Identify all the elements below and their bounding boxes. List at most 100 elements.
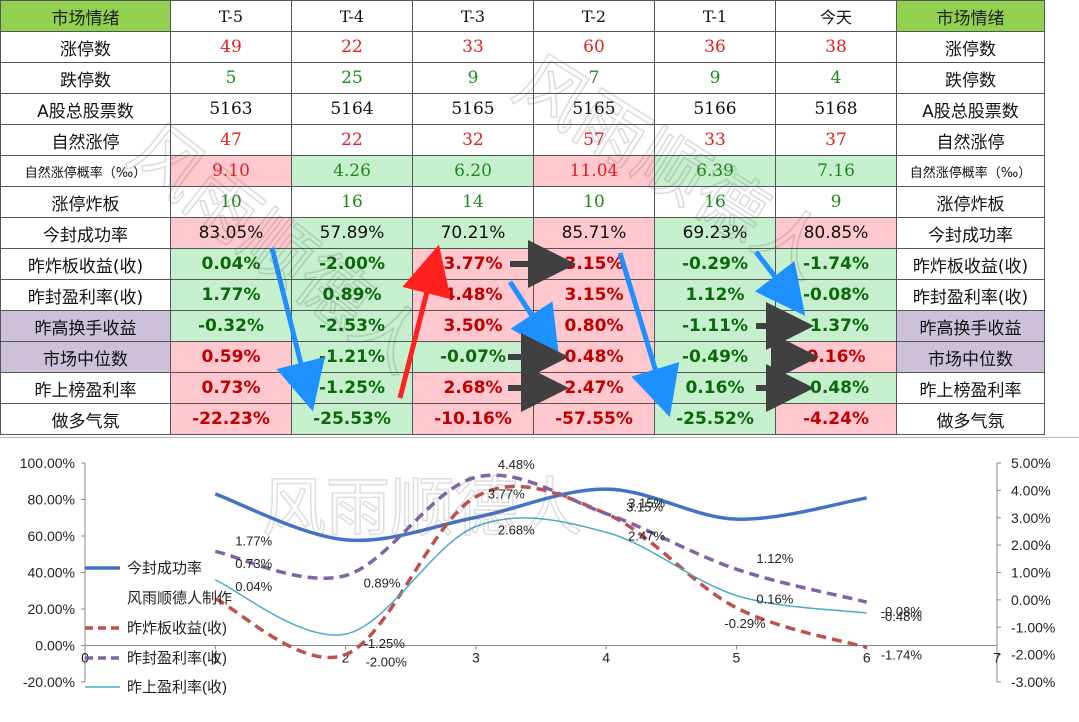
table-cell[interactable]: 4.26 — [291, 155, 413, 187]
table-cell[interactable]: 自然涨停 — [896, 124, 1045, 156]
table-cell[interactable]: 昨上榜盈利率 — [896, 372, 1045, 404]
table-cell[interactable]: -2.53% — [291, 310, 413, 342]
table-cell[interactable]: 0.48% — [533, 341, 655, 373]
table-cell[interactable]: -1.74% — [775, 248, 897, 280]
table-cell[interactable]: 0.80% — [533, 310, 655, 342]
table-cell[interactable]: -10.16% — [412, 403, 534, 435]
header-cell[interactable]: T-4 — [291, 0, 413, 32]
table-cell[interactable]: 0.16% — [654, 372, 776, 404]
table-cell[interactable]: -0.49% — [654, 341, 776, 373]
table-cell[interactable]: 涨停数 — [0, 31, 171, 63]
table-cell[interactable]: 9 — [654, 62, 776, 94]
table-cell[interactable]: -0.32% — [170, 310, 292, 342]
table-cell[interactable]: 10 — [170, 186, 292, 218]
table-cell[interactable]: 5166 — [654, 93, 776, 125]
table-cell[interactable]: 16 — [654, 186, 776, 218]
header-cell[interactable]: T-5 — [170, 0, 292, 32]
table-cell[interactable]: -0.07% — [412, 341, 534, 373]
table-cell[interactable]: -0.48% — [775, 372, 897, 404]
table-cell[interactable]: 14 — [412, 186, 534, 218]
table-cell[interactable]: 9 — [412, 62, 534, 94]
table-cell[interactable]: 跌停数 — [896, 62, 1045, 94]
table-cell[interactable]: 市场中位数 — [896, 341, 1045, 373]
table-cell[interactable]: -22.23% — [170, 403, 292, 435]
table-cell[interactable]: 10 — [533, 186, 655, 218]
table-cell[interactable]: A股总股票数 — [896, 93, 1045, 125]
table-cell[interactable]: 3.15% — [533, 279, 655, 311]
table-cell[interactable]: 37 — [775, 124, 897, 156]
table-cell[interactable]: 4 — [775, 62, 897, 94]
table-cell[interactable]: 3.77% — [412, 248, 534, 280]
table-cell[interactable]: A股总股票数 — [0, 93, 171, 125]
table-cell[interactable]: 昨炸板收益(收) — [896, 248, 1045, 280]
table-cell[interactable]: 1.12% — [654, 279, 776, 311]
table-cell[interactable]: 0.73% — [170, 372, 292, 404]
table-cell[interactable]: 80.85% — [775, 217, 897, 249]
table-cell[interactable]: 5168 — [775, 93, 897, 125]
table-cell[interactable]: 5164 — [291, 93, 413, 125]
table-cell[interactable]: -1.21% — [291, 341, 413, 373]
table-cell[interactable]: 昨高换手收益 — [0, 310, 171, 342]
header-cell[interactable]: 今天 — [775, 0, 897, 32]
table-cell[interactable]: -57.55% — [533, 403, 655, 435]
table-cell[interactable]: 33 — [654, 124, 776, 156]
table-cell[interactable]: -1.25% — [291, 372, 413, 404]
table-cell[interactable]: 0.89% — [291, 279, 413, 311]
table-cell[interactable]: 11.04 — [533, 155, 655, 187]
table-cell[interactable]: -0.29% — [654, 248, 776, 280]
table-cell[interactable]: -1.37% — [775, 310, 897, 342]
table-cell[interactable]: 昨高换手收益 — [896, 310, 1045, 342]
table-cell[interactable]: 0.59% — [170, 341, 292, 373]
table-cell[interactable]: 6.39 — [654, 155, 776, 187]
table-cell[interactable]: 2.68% — [412, 372, 534, 404]
table-cell[interactable]: 7 — [533, 62, 655, 94]
table-cell[interactable]: 70.21% — [412, 217, 534, 249]
table-cell[interactable]: 49 — [170, 31, 292, 63]
table-cell[interactable]: 57 — [533, 124, 655, 156]
table-cell[interactable]: -25.53% — [291, 403, 413, 435]
table-cell[interactable]: 昨封盈利率(收) — [0, 279, 171, 311]
table-cell[interactable]: 2.47% — [533, 372, 655, 404]
table-cell[interactable]: 4.48% — [412, 279, 534, 311]
table-cell[interactable]: 47 — [170, 124, 292, 156]
table-cell[interactable]: 昨封盈利率(收) — [896, 279, 1045, 311]
table-cell[interactable]: 22 — [291, 124, 413, 156]
table-cell[interactable]: -1.11% — [654, 310, 776, 342]
table-cell[interactable]: 今封成功率 — [0, 217, 171, 249]
table-cell[interactable]: 6.20 — [412, 155, 534, 187]
header-cell[interactable]: T-1 — [654, 0, 776, 32]
table-cell[interactable]: 5 — [170, 62, 292, 94]
table-cell[interactable]: 69.23% — [654, 217, 776, 249]
table-cell[interactable]: 5163 — [170, 93, 292, 125]
table-cell[interactable]: 5165 — [412, 93, 534, 125]
table-cell[interactable]: 57.89% — [291, 217, 413, 249]
table-cell[interactable]: 32 — [412, 124, 534, 156]
header-cell[interactable]: T-3 — [412, 0, 534, 32]
table-cell[interactable]: 涨停炸板 — [896, 186, 1045, 218]
table-cell[interactable]: 市场中位数 — [0, 341, 171, 373]
table-cell[interactable]: 跌停数 — [0, 62, 171, 94]
table-cell[interactable]: 36 — [654, 31, 776, 63]
table-cell[interactable]: -4.24% — [775, 403, 897, 435]
table-cell[interactable]: 9.10 — [170, 155, 292, 187]
table-cell[interactable]: 涨停炸板 — [0, 186, 171, 218]
table-cell[interactable]: 做多气氛 — [896, 403, 1045, 435]
table-cell[interactable]: -2.00% — [291, 248, 413, 280]
table-cell[interactable]: -0.08% — [775, 279, 897, 311]
table-cell[interactable]: 0.16% — [775, 341, 897, 373]
table-cell[interactable]: 今封成功率 — [896, 217, 1045, 249]
table-cell[interactable]: 9 — [775, 186, 897, 218]
header-cell[interactable]: 市场情绪 — [896, 0, 1045, 32]
table-cell[interactable]: 7.16 — [775, 155, 897, 187]
table-cell[interactable]: 涨停数 — [896, 31, 1045, 63]
table-cell[interactable]: 自然涨停概率（‰） — [896, 155, 1045, 187]
table-cell[interactable]: 做多气氛 — [0, 403, 171, 435]
table-cell[interactable]: 3.50% — [412, 310, 534, 342]
table-cell[interactable]: 16 — [291, 186, 413, 218]
table-cell[interactable]: 昨炸板收益(收) — [0, 248, 171, 280]
table-cell[interactable]: 38 — [775, 31, 897, 63]
table-cell[interactable]: 自然涨停概率（‰） — [0, 155, 171, 187]
table-cell[interactable]: 3.15% — [533, 248, 655, 280]
table-cell[interactable]: 85.71% — [533, 217, 655, 249]
table-cell[interactable]: 22 — [291, 31, 413, 63]
